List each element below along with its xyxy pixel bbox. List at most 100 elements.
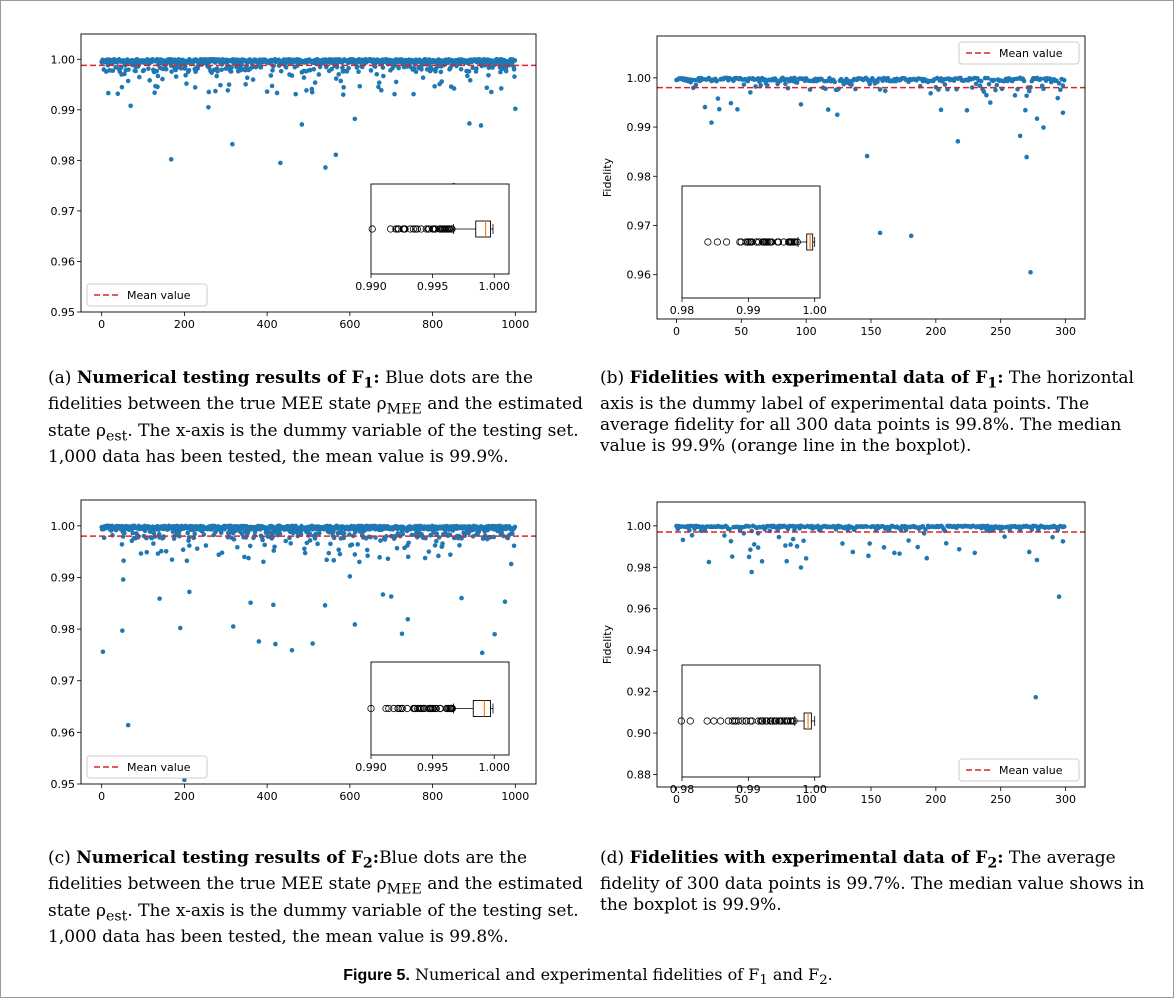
data-point bbox=[972, 550, 978, 556]
data-point bbox=[458, 66, 464, 72]
data-point bbox=[356, 69, 361, 75]
data-point bbox=[1023, 107, 1028, 113]
data-point bbox=[867, 541, 873, 546]
data-point bbox=[503, 68, 509, 74]
data-point bbox=[256, 639, 262, 644]
boxplot-flier bbox=[413, 225, 421, 233]
y-tick-label: 1.00 bbox=[51, 520, 76, 533]
y-tick-label: 0.97 bbox=[51, 205, 76, 218]
legend: Mean value bbox=[86, 283, 208, 307]
y-tick-label: 0.99 bbox=[51, 571, 76, 584]
data-point bbox=[206, 104, 211, 110]
data-point bbox=[121, 558, 126, 563]
figure-caption-label: Figure 5. bbox=[343, 967, 410, 984]
data-point bbox=[790, 536, 796, 542]
inset-x-tick-label: 0.995 bbox=[417, 761, 449, 774]
inset-x-tick-label: 0.99 bbox=[736, 304, 761, 317]
boxplot-flier bbox=[368, 225, 376, 233]
data-point bbox=[385, 556, 391, 562]
data-point bbox=[432, 84, 437, 89]
data-point bbox=[203, 543, 209, 548]
data-point bbox=[187, 589, 192, 595]
y-tick-label: 0.98 bbox=[627, 561, 652, 574]
data-point bbox=[151, 541, 156, 546]
boxplot-flier bbox=[738, 717, 747, 725]
data-point bbox=[728, 100, 734, 106]
y-tick-label: 0.99 bbox=[51, 104, 76, 117]
inset-x-tick-label: 0.98 bbox=[670, 304, 695, 317]
data-point bbox=[277, 531, 283, 536]
data-point bbox=[897, 551, 902, 556]
scatter-points bbox=[99, 56, 518, 188]
data-point bbox=[923, 527, 928, 532]
data-point bbox=[283, 538, 289, 544]
data-point bbox=[735, 107, 740, 112]
inset-boxplot: 0.98 0.99 1.00 bbox=[670, 664, 827, 796]
data-point bbox=[289, 647, 295, 653]
data-point bbox=[260, 537, 265, 543]
data-point bbox=[307, 538, 313, 543]
data-point bbox=[420, 75, 426, 80]
y-tick-label: 0.97 bbox=[627, 219, 652, 232]
data-point bbox=[423, 535, 428, 541]
data-point bbox=[511, 543, 517, 549]
data-point bbox=[192, 531, 198, 537]
data-point bbox=[264, 89, 270, 94]
data-point bbox=[304, 88, 309, 93]
legend: Mean value bbox=[958, 41, 1080, 65]
data-point bbox=[438, 69, 444, 75]
data-point bbox=[122, 530, 127, 536]
x-tick-label: 800 bbox=[422, 318, 443, 331]
data-point bbox=[508, 561, 514, 567]
data-point bbox=[169, 69, 174, 74]
data-point bbox=[357, 559, 362, 565]
data-point bbox=[261, 559, 266, 565]
data-point bbox=[106, 90, 111, 96]
data-point bbox=[368, 68, 374, 73]
data-point bbox=[337, 551, 343, 557]
data-point bbox=[512, 74, 517, 79]
data-point bbox=[727, 526, 732, 532]
data-point bbox=[393, 79, 399, 85]
data-point bbox=[365, 553, 370, 559]
data-point bbox=[182, 777, 187, 783]
data-point bbox=[479, 650, 485, 656]
boxplot-box bbox=[475, 220, 491, 238]
data-point bbox=[920, 524, 926, 529]
data-point bbox=[271, 602, 276, 608]
data-point bbox=[322, 603, 328, 608]
caption-c-title: Numerical testing results of F2: bbox=[76, 848, 380, 872]
data-point bbox=[466, 69, 472, 74]
data-point bbox=[340, 65, 345, 71]
data-point bbox=[840, 541, 845, 546]
figure-caption: Figure 5. Numerical and experimental fid… bbox=[343, 965, 833, 989]
x-tick-label: 400 bbox=[257, 318, 278, 331]
inset-x-tick-label: 0.995 bbox=[417, 280, 449, 293]
x-tick-label: 200 bbox=[925, 793, 946, 806]
y-tick-label: 0.88 bbox=[627, 769, 652, 782]
boxplot-flier bbox=[772, 717, 780, 725]
data-point bbox=[119, 542, 125, 547]
data-point bbox=[269, 83, 275, 89]
x-tick-label: 100 bbox=[796, 793, 817, 806]
data-point bbox=[266, 530, 272, 535]
boxplot-flier bbox=[429, 225, 437, 233]
inset-boxplot: 0.98 0.99 1.00 bbox=[670, 185, 827, 317]
data-point bbox=[728, 538, 734, 544]
y-tick-label: 0.90 bbox=[627, 727, 652, 740]
boxplot-flier bbox=[382, 704, 390, 713]
boxplot-flier bbox=[367, 704, 375, 713]
x-tick-label: 300 bbox=[1055, 325, 1076, 338]
data-point bbox=[1060, 539, 1066, 544]
data-point bbox=[307, 67, 313, 73]
y-tick-label: 0.99 bbox=[627, 121, 652, 134]
x-tick-label: 800 bbox=[422, 790, 443, 803]
data-point bbox=[413, 69, 419, 75]
data-point bbox=[184, 558, 190, 564]
inset-boxplot: 0.990 0.995 1.000 bbox=[355, 661, 510, 774]
x-tick-label: 0 bbox=[98, 318, 105, 331]
data-point bbox=[511, 67, 517, 72]
data-point bbox=[758, 83, 764, 88]
data-point bbox=[380, 592, 386, 597]
x-tick-label: 200 bbox=[174, 318, 195, 331]
